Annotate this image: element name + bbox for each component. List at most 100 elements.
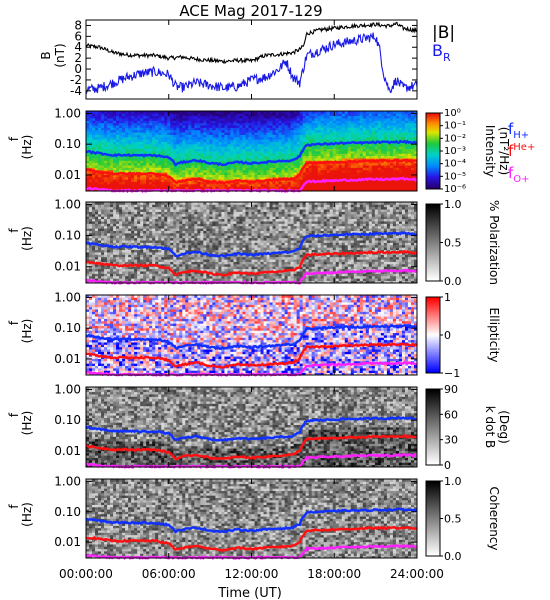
heatmap-cell bbox=[185, 259, 189, 262]
heatmap-cell bbox=[206, 113, 210, 117]
heatmap-cell bbox=[113, 213, 117, 217]
heatmap-cell bbox=[305, 113, 310, 117]
heatmap-cell bbox=[158, 225, 162, 229]
heatmap-cell bbox=[296, 158, 301, 161]
heatmap-cell bbox=[398, 165, 403, 168]
heatmap-cell bbox=[353, 188, 358, 192]
heatmap-cell bbox=[158, 218, 162, 222]
heatmap-cell bbox=[386, 179, 391, 182]
heatmap-cell bbox=[209, 160, 213, 164]
heatmap-cell bbox=[185, 186, 189, 190]
heatmap-cell bbox=[308, 134, 313, 138]
heatmap-cell bbox=[176, 118, 180, 121]
heatmap-cell bbox=[269, 129, 273, 133]
heatmap-cell bbox=[125, 273, 129, 277]
heatmap-cell bbox=[107, 232, 111, 236]
heatmap-cell bbox=[113, 218, 117, 222]
ylabel: f bbox=[7, 136, 21, 141]
heatmap-cell bbox=[170, 172, 174, 175]
heatmap-cell bbox=[377, 186, 382, 190]
heatmap-cell bbox=[209, 125, 213, 128]
heatmap-cell bbox=[92, 162, 96, 166]
heatmap-cell bbox=[110, 223, 114, 227]
heatmap-cell bbox=[344, 127, 349, 131]
heatmap-cell bbox=[182, 249, 186, 253]
heatmap-cell bbox=[128, 271, 132, 274]
heatmap-cell bbox=[104, 167, 108, 171]
heatmap-cell bbox=[377, 115, 382, 119]
heatmap-cell bbox=[317, 129, 322, 133]
heatmap-cell bbox=[308, 122, 313, 126]
heatmap-cell bbox=[110, 247, 114, 251]
heatmap-cell bbox=[176, 111, 180, 114]
heatmap-cell bbox=[170, 240, 174, 243]
heatmap-cell bbox=[332, 120, 337, 124]
heatmap-cell bbox=[179, 162, 183, 166]
heatmap-cell bbox=[176, 206, 180, 210]
heatmap-cell bbox=[98, 273, 102, 277]
heatmap-cell bbox=[209, 148, 213, 152]
heatmap-cell bbox=[122, 223, 126, 227]
heatmap-cell bbox=[146, 218, 150, 222]
heatmap-cell bbox=[410, 125, 415, 128]
heatmap-cell bbox=[356, 188, 361, 192]
heatmap-cell bbox=[176, 218, 180, 222]
heatmap-cell bbox=[380, 183, 385, 187]
heatmap-cell bbox=[410, 151, 415, 154]
heatmap-cell bbox=[155, 216, 159, 220]
heatmap-cell bbox=[371, 176, 376, 180]
heatmap-cell bbox=[119, 136, 123, 140]
heatmap-cell bbox=[152, 206, 156, 210]
heatmap-cell bbox=[272, 158, 276, 161]
heatmap-cell bbox=[95, 127, 99, 131]
heatmap-cell bbox=[254, 169, 258, 173]
heatmap-cell bbox=[125, 132, 129, 135]
heatmap-cell bbox=[251, 179, 255, 182]
heatmap-cell bbox=[212, 136, 216, 140]
heatmap-cell bbox=[173, 216, 177, 220]
heatmap-cell bbox=[302, 125, 307, 128]
heatmap-cell bbox=[167, 216, 171, 220]
heatmap-cell bbox=[146, 261, 150, 265]
heatmap-cell bbox=[287, 127, 292, 131]
heatmap-cell bbox=[338, 167, 343, 171]
heatmap-cell bbox=[275, 162, 279, 166]
heatmap-cell bbox=[320, 153, 325, 157]
heatmap-cell bbox=[248, 176, 252, 180]
heatmap-cell bbox=[86, 252, 90, 255]
heatmap-cell bbox=[389, 143, 394, 147]
heatmap-cell bbox=[179, 240, 183, 243]
heatmap-cell bbox=[155, 218, 159, 222]
heatmap-cell bbox=[386, 165, 391, 168]
heatmap-cell bbox=[224, 122, 228, 126]
heatmap-cell bbox=[104, 252, 108, 255]
heatmap-cell bbox=[281, 134, 285, 138]
heatmap-cell bbox=[218, 141, 222, 145]
heatmap-cell bbox=[134, 230, 138, 234]
heatmap-cell bbox=[113, 181, 117, 185]
heatmap-cell bbox=[152, 186, 156, 190]
heatmap-cell bbox=[365, 183, 370, 187]
heatmap-cell bbox=[278, 132, 282, 135]
heatmap-cell bbox=[263, 186, 267, 190]
heatmap-cell bbox=[128, 252, 132, 255]
heatmap-cell bbox=[359, 151, 364, 154]
heatmap-cell bbox=[401, 122, 406, 126]
heatmap-cell bbox=[107, 127, 111, 131]
heatmap-cell bbox=[218, 153, 222, 157]
heatmap-cell bbox=[152, 213, 156, 217]
heatmap-cell bbox=[296, 172, 301, 175]
heatmap-cell bbox=[326, 127, 331, 131]
heatmap-cell bbox=[170, 167, 174, 171]
heatmap-cell bbox=[131, 206, 135, 210]
heatmap-cell bbox=[320, 165, 325, 168]
heatmap-cell bbox=[308, 111, 313, 114]
heatmap-cell bbox=[161, 240, 165, 243]
heatmap-cell bbox=[179, 129, 183, 133]
heatmap-cell bbox=[383, 167, 388, 171]
heatmap-cell bbox=[404, 120, 409, 124]
colorbar-swatch bbox=[426, 179, 440, 182]
heatmap-cell bbox=[182, 263, 186, 267]
heatmap-cell bbox=[143, 204, 147, 208]
heatmap-cell bbox=[251, 129, 255, 133]
